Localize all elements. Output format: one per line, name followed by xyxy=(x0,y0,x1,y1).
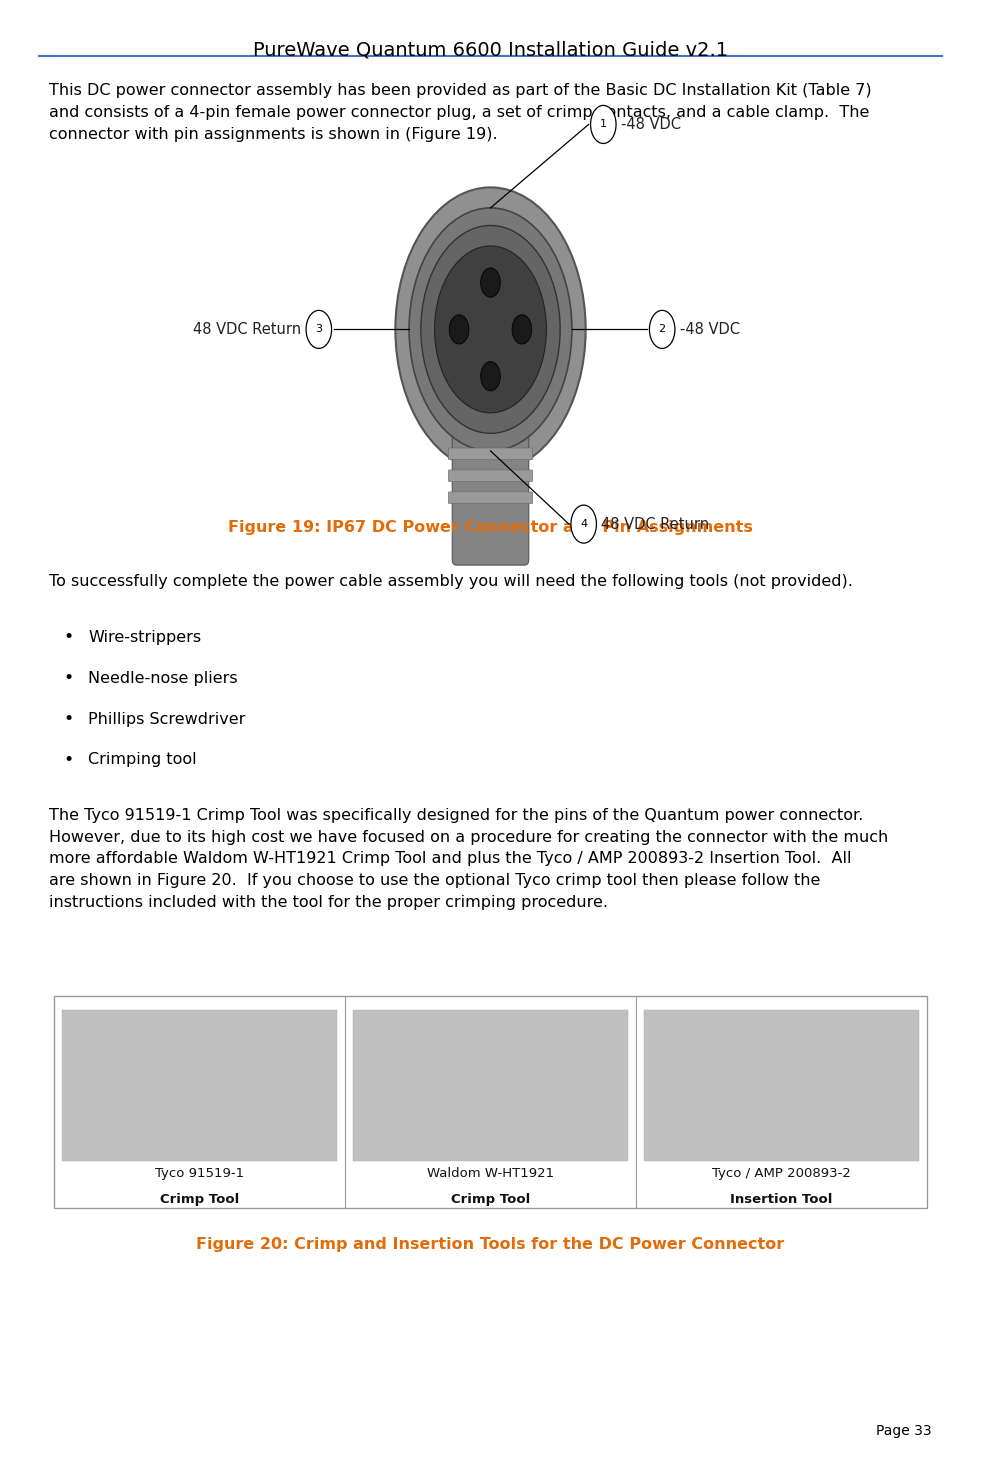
Text: Insertion Tool: Insertion Tool xyxy=(730,1193,833,1206)
Text: To successfully complete the power cable assembly you will need the following to: To successfully complete the power cable… xyxy=(49,574,852,589)
FancyBboxPatch shape xyxy=(353,1010,628,1161)
Text: Crimping tool: Crimping tool xyxy=(88,752,197,767)
Circle shape xyxy=(591,105,616,143)
Text: 48 VDC Return: 48 VDC Return xyxy=(601,517,709,531)
Text: •: • xyxy=(64,628,74,646)
Text: This DC power connector assembly has been provided as part of the Basic DC Insta: This DC power connector assembly has bee… xyxy=(49,83,872,142)
FancyBboxPatch shape xyxy=(62,1010,337,1161)
Text: PureWave Quantum 6600 Installation Guide v2.1: PureWave Quantum 6600 Installation Guide… xyxy=(253,41,728,60)
Text: Page 33: Page 33 xyxy=(876,1423,932,1438)
Circle shape xyxy=(512,315,532,344)
Text: Phillips Screwdriver: Phillips Screwdriver xyxy=(88,712,245,726)
Circle shape xyxy=(421,225,560,433)
Text: The Tyco 91519-1 Crimp Tool was specifically designed for the pins of the Quantu: The Tyco 91519-1 Crimp Tool was specific… xyxy=(49,808,889,909)
Text: 1: 1 xyxy=(599,120,607,129)
Circle shape xyxy=(449,315,469,344)
Text: •: • xyxy=(64,669,74,687)
Circle shape xyxy=(435,246,546,413)
Circle shape xyxy=(395,187,586,471)
Circle shape xyxy=(409,208,572,451)
Text: Crimp Tool: Crimp Tool xyxy=(160,1193,239,1206)
Circle shape xyxy=(481,268,500,297)
Text: Needle-nose pliers: Needle-nose pliers xyxy=(88,671,238,685)
Circle shape xyxy=(649,310,675,348)
FancyBboxPatch shape xyxy=(448,492,533,504)
Circle shape xyxy=(571,505,596,543)
Circle shape xyxy=(306,310,332,348)
Text: 2: 2 xyxy=(658,325,666,334)
FancyBboxPatch shape xyxy=(644,1010,919,1161)
Text: 4: 4 xyxy=(580,520,588,529)
Text: Waldom W-HT1921: Waldom W-HT1921 xyxy=(427,1167,554,1180)
Text: •: • xyxy=(64,751,74,769)
Text: •: • xyxy=(64,710,74,728)
Text: Tyco 91519-1: Tyco 91519-1 xyxy=(155,1167,244,1180)
Text: -48 VDC: -48 VDC xyxy=(680,322,740,337)
Circle shape xyxy=(481,362,500,391)
FancyBboxPatch shape xyxy=(54,996,927,1208)
Text: 3: 3 xyxy=(315,325,323,334)
Text: Crimp Tool: Crimp Tool xyxy=(451,1193,530,1206)
Text: Tyco / AMP 200893-2: Tyco / AMP 200893-2 xyxy=(712,1167,851,1180)
FancyBboxPatch shape xyxy=(448,448,533,460)
Text: -48 VDC: -48 VDC xyxy=(621,117,681,132)
FancyBboxPatch shape xyxy=(452,433,529,565)
FancyBboxPatch shape xyxy=(448,470,533,482)
Text: Wire-strippers: Wire-strippers xyxy=(88,630,201,644)
Text: Figure 20: Crimp and Insertion Tools for the DC Power Connector: Figure 20: Crimp and Insertion Tools for… xyxy=(196,1237,785,1252)
Text: 48 VDC Return: 48 VDC Return xyxy=(193,322,301,337)
Text: Figure 19: IP67 DC Power Connector and Pin Assignments: Figure 19: IP67 DC Power Connector and P… xyxy=(228,520,753,534)
